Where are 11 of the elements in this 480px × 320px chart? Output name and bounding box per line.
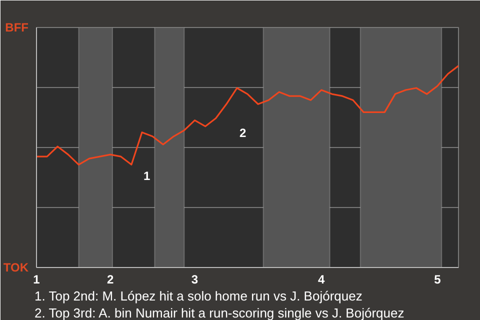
annotation: 2	[240, 126, 246, 140]
text: BFF	[5, 20, 28, 34]
annotation: 1	[144, 169, 150, 183]
text: TOK	[3, 260, 29, 274]
x-tick-label: 3	[191, 272, 198, 286]
x-tick-label: 5	[434, 272, 442, 286]
x-tick-label: 4	[318, 272, 326, 286]
text: 1. Top 2nd: M. López hit a solo home run vs J. Bojórquez	[34, 288, 362, 304]
x-tick-label: 1	[33, 272, 40, 286]
x-tick-label: 2	[107, 272, 114, 286]
text: 2. Top 3rd: A. bin Numair hit a run-scoring single vs J. Bojórquez	[34, 306, 404, 320]
